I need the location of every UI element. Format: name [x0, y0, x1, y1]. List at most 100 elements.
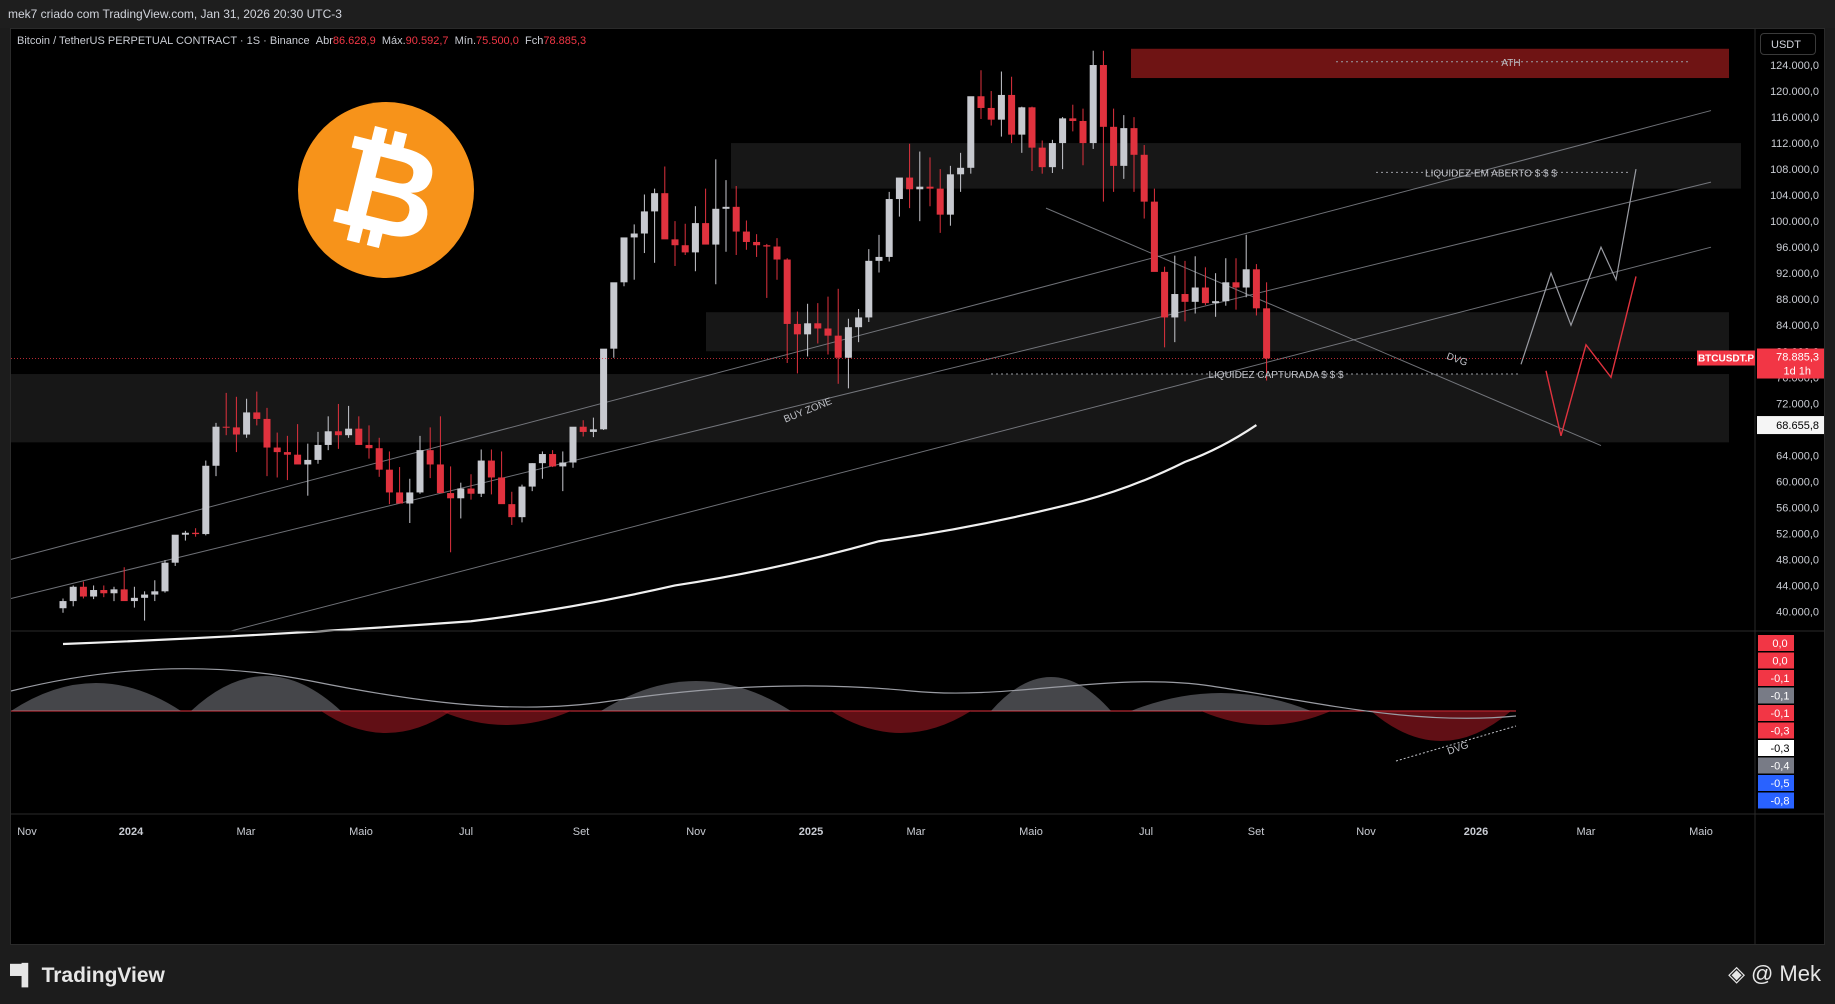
candle: [426, 450, 434, 465]
candle: [304, 459, 312, 465]
high-value: 90.592,7: [405, 35, 449, 47]
candle: [161, 562, 169, 592]
time-tick-label: Maio: [1019, 826, 1043, 838]
currency-button[interactable]: USDT: [1760, 33, 1816, 55]
candle: [324, 431, 332, 445]
oscillator-value-tag: [1758, 705, 1794, 721]
candle: [396, 492, 404, 504]
candle: [1120, 128, 1128, 166]
oscillator-wave: [1371, 711, 1511, 741]
time-tick-label: Nov: [686, 826, 706, 838]
candle: [59, 601, 67, 609]
oscillator-pane: DVG0,00,0-0,1-0,1-0,1-0,3-0,3-0,4-0,5-0,…: [11, 635, 1794, 809]
candle: [630, 233, 638, 238]
candle: [1201, 287, 1209, 304]
low-label: Mín.: [454, 35, 477, 47]
close-value: 78.885,3: [543, 35, 587, 47]
close-label: Fch: [524, 35, 544, 47]
candle: [722, 206, 730, 209]
candle: [916, 186, 924, 190]
oscillator-value-label: -0,4: [1771, 761, 1790, 773]
candle: [640, 211, 648, 234]
candle: [1028, 107, 1036, 148]
candle: [589, 429, 597, 432]
chart-frame[interactable]: ATH LIQUIDEZ EM ABERTO $ $ $ LIQUIDEZ CAPT…: [10, 28, 1825, 945]
oscillator-dvg-line: [1395, 725, 1517, 762]
candle: [1038, 147, 1046, 168]
last-price-tag: [1757, 348, 1824, 379]
price-tick-label: 124.000,0: [1770, 60, 1819, 72]
candle: [1252, 269, 1260, 309]
author-signature: ◈ @ Mek: [1728, 961, 1821, 987]
oscillator-wave: [441, 711, 571, 725]
channel-line: [11, 110, 1712, 560]
annotation-label: ATH: [1501, 58, 1520, 69]
channel-line: [230, 246, 1712, 632]
candle: [110, 589, 118, 594]
oscillator-wave: [831, 711, 971, 733]
candle: [416, 450, 424, 493]
oscillator-wave: [191, 676, 341, 711]
candle: [549, 454, 557, 467]
bearish-projection-path: [1545, 276, 1637, 437]
candle: [1008, 94, 1016, 135]
time-tick-label: Nov: [17, 826, 37, 838]
candle: [814, 323, 822, 329]
time-tick-label: Set: [1248, 826, 1265, 838]
candle: [1212, 301, 1220, 304]
time-tick-label: Nov: [1356, 826, 1376, 838]
price-tick-label: 44.000,0: [1776, 580, 1819, 592]
candle: [1089, 65, 1097, 144]
tradingview-logo[interactable]: ▀▍ TradingView: [10, 963, 165, 988]
time-tick-label: Maio: [349, 826, 373, 838]
candle: [212, 426, 220, 466]
candle: [171, 534, 179, 563]
candle: [436, 464, 444, 494]
candle: [1171, 294, 1179, 318]
candle: [1079, 120, 1087, 144]
candle: [447, 493, 455, 499]
candle: [79, 586, 87, 597]
open-label: Abr: [315, 35, 333, 47]
oscillator-value-label: -0,3: [1771, 726, 1790, 738]
price-tick-label: 96.000,0: [1776, 242, 1819, 254]
candle: [661, 193, 669, 240]
candle: [559, 462, 567, 467]
symbol-legend[interactable]: Bitcoin / TetherUS PERPETUAL CONTRACT · …: [17, 35, 586, 47]
candle: [181, 532, 189, 535]
price-tick-label: 84.000,0: [1776, 320, 1819, 332]
mid-zone: [706, 312, 1729, 352]
oscillator-value-label: -0,3: [1771, 743, 1790, 755]
candle: [406, 492, 414, 504]
candle: [620, 237, 628, 283]
oscillator-value-label: 0,0: [1772, 638, 1787, 650]
price-tick-label: 100.000,0: [1770, 216, 1819, 228]
candle: [651, 193, 659, 212]
oscillator-wave: [1201, 711, 1331, 725]
oscillator-value-tag: [1758, 670, 1794, 686]
footer-bar: ▀▍ TradingView ◈ @ Mek: [0, 945, 1835, 1004]
oscillator-wave: [321, 711, 451, 733]
oscillator-wave: [991, 677, 1111, 711]
tradingview-brand: TradingView: [41, 963, 165, 987]
candle: [467, 488, 475, 494]
candle: [283, 452, 291, 455]
candle: [1161, 271, 1169, 318]
candle: [732, 206, 740, 232]
time-tick-label: Jul: [459, 826, 473, 838]
candle: [997, 94, 1005, 120]
candle: [1232, 282, 1240, 288]
time-tick-label: Set: [573, 826, 590, 838]
chart-canvas[interactable]: ATH LIQUIDEZ EM ABERTO $ $ $ LIQUIDEZ CAPT…: [11, 29, 1824, 944]
candle: [498, 477, 506, 505]
oscillator-value-tag: [1758, 722, 1794, 739]
oscillator-value-tag: [1758, 775, 1794, 791]
candle: [69, 586, 77, 602]
symbol-tag-label: BTCUSDT.P: [1698, 354, 1754, 365]
candle: [804, 323, 812, 335]
candle: [243, 412, 251, 435]
oscillator-value-tag: [1758, 792, 1794, 809]
candle: [1263, 308, 1271, 359]
candle: [1110, 126, 1118, 166]
candle: [457, 488, 465, 499]
